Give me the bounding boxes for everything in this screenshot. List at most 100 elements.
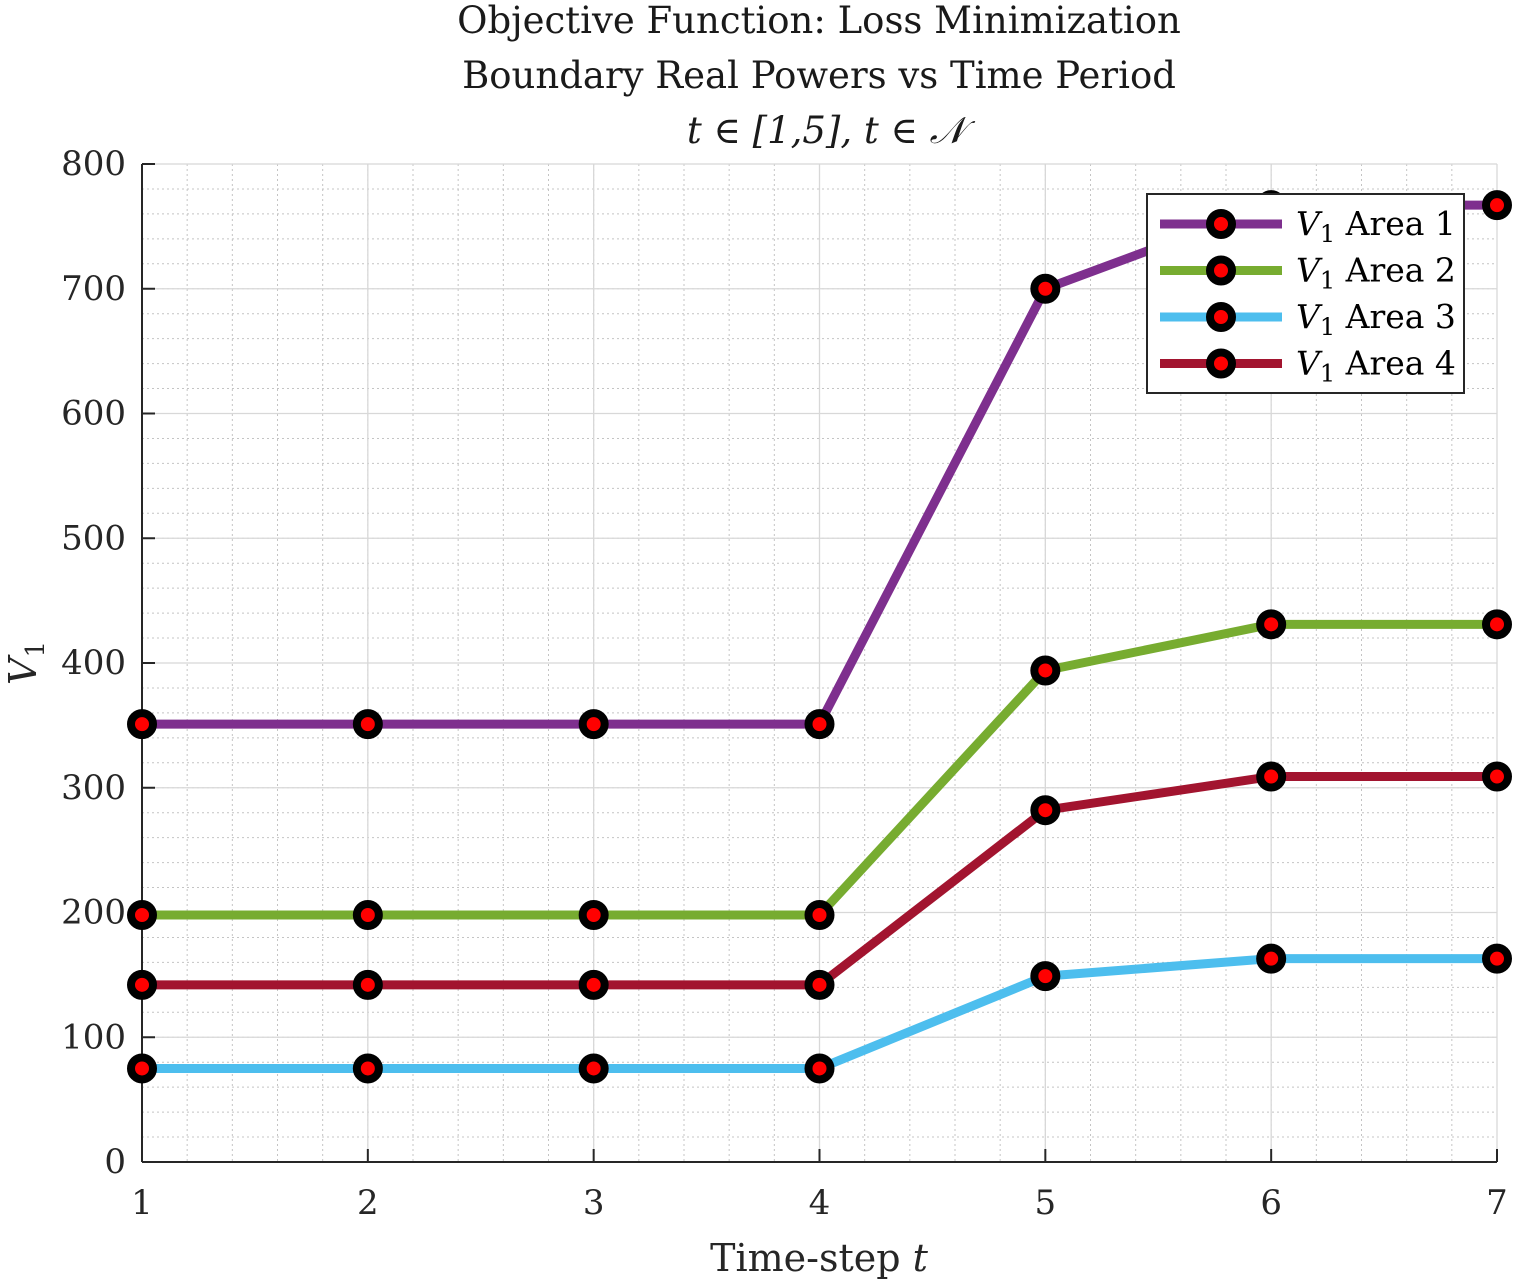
data-point-area-2 xyxy=(1030,655,1061,686)
legend-label: V1 Area 3 xyxy=(1296,297,1456,341)
legend-label: V1 Area 2 xyxy=(1296,251,1456,295)
data-point-area-2 xyxy=(1482,609,1512,640)
y-axis-label-var: V xyxy=(1,654,45,685)
data-point-area-3 xyxy=(127,1053,157,1084)
marker-dot xyxy=(1040,805,1051,816)
legend-label: V1 Area 1 xyxy=(1296,204,1456,248)
x-tick-label: 4 xyxy=(809,1183,831,1223)
title-line-1: Objective Function: Loss Minimization xyxy=(457,0,1181,42)
x-axis-label-text: Time-step xyxy=(710,1236,913,1280)
title-line-2: Boundary Real Powers vs Time Period xyxy=(462,54,1176,97)
tick-labels: 1 2 3 4 5 6 7 0 100 200 300 400 500 600 700 800 xyxy=(61,144,1508,1223)
legend-marker-dot xyxy=(1216,358,1226,369)
x-tick-label: 5 xyxy=(1035,1183,1057,1223)
data-point-area-4 xyxy=(1482,761,1512,792)
data-point-area-1 xyxy=(1030,273,1061,304)
y-tick-label: 800 xyxy=(61,144,126,184)
legend-label-sub: 1 xyxy=(1320,267,1335,295)
marker-dot xyxy=(1492,619,1502,630)
title-line-3: t ∈ [1,5], t ∈ 𝒩 xyxy=(687,109,976,152)
legend-label-var: V xyxy=(1296,251,1323,290)
legend-label-sub: 1 xyxy=(1320,220,1335,248)
marker-dot xyxy=(1492,200,1502,211)
marker-dot xyxy=(1040,283,1051,294)
data-point-area-2 xyxy=(352,899,383,930)
y-axis-label: V1 xyxy=(1,641,51,685)
data-point-area-1 xyxy=(1482,190,1512,221)
legend-label-sub: 1 xyxy=(1320,313,1335,341)
legend-marker-dot xyxy=(1216,312,1226,322)
marker-dot xyxy=(137,979,147,990)
legend-marker-dot xyxy=(1216,219,1226,229)
data-point-area-2 xyxy=(804,899,835,930)
legend-label-var: V xyxy=(1296,344,1323,383)
data-point-area-1 xyxy=(578,709,609,740)
data-point-area-1 xyxy=(127,709,157,740)
legend: V1 Area 1V1 Area 2V1 Area 3V1 Area 4 xyxy=(1146,193,1465,394)
legend-label-text: Area 3 xyxy=(1335,297,1456,336)
data-point-area-1 xyxy=(804,709,835,740)
legend-entry-area-3: V1 Area 3 xyxy=(1160,297,1456,341)
data-point-area-4 xyxy=(1030,795,1061,826)
marker-dot xyxy=(362,719,373,730)
marker-dot xyxy=(814,719,825,730)
y-tick-label: 700 xyxy=(61,269,126,309)
marker-dot xyxy=(1492,771,1502,782)
y-tick-label: 0 xyxy=(104,1142,126,1182)
data-point-area-3 xyxy=(578,1053,609,1084)
marker-dot xyxy=(362,909,373,920)
data-point-area-3 xyxy=(1482,943,1512,974)
marker-dot xyxy=(137,1063,147,1074)
marker-dot xyxy=(588,909,599,920)
marker-dot xyxy=(1040,971,1051,982)
marker-dot xyxy=(1266,619,1277,630)
y-tick-label: 600 xyxy=(61,394,126,434)
data-point-area-3 xyxy=(1030,961,1061,992)
data-point-area-2 xyxy=(127,899,157,930)
data-point-area-3 xyxy=(352,1053,383,1084)
y-axis-label-sub: 1 xyxy=(21,641,51,658)
legend-entry-area-2: V1 Area 2 xyxy=(1160,251,1456,295)
chart-title: Objective Function: Loss Minimization Bo… xyxy=(457,0,1181,152)
data-point-area-3 xyxy=(1256,943,1287,974)
marker-dot xyxy=(137,719,147,730)
data-point-area-3 xyxy=(804,1053,835,1084)
data-point-area-2 xyxy=(1256,609,1287,640)
legend-label-sub: 1 xyxy=(1320,360,1335,388)
marker-dot xyxy=(1492,953,1502,964)
x-tick-label: 6 xyxy=(1260,1183,1282,1223)
y-tick-label: 400 xyxy=(61,643,126,683)
y-tick-label: 100 xyxy=(61,1017,126,1057)
marker-dot xyxy=(588,1063,599,1074)
x-axis-label-var: t xyxy=(913,1236,929,1280)
marker-dot xyxy=(814,909,825,920)
marker-dot xyxy=(588,719,599,730)
data-point-area-4 xyxy=(1256,761,1287,792)
legend-label-text: Area 4 xyxy=(1335,344,1456,383)
data-point-area-4 xyxy=(578,969,609,1000)
legend-label-text: Area 2 xyxy=(1335,251,1456,290)
marker-dot xyxy=(1266,771,1277,782)
data-point-area-4 xyxy=(352,969,383,1000)
marker-dot xyxy=(588,979,599,990)
legend-label: V1 Area 4 xyxy=(1296,344,1456,388)
data-point-area-4 xyxy=(804,969,835,1000)
legend-marker-dot xyxy=(1216,265,1226,276)
x-tick-label: 3 xyxy=(583,1183,605,1223)
data-point-area-4 xyxy=(127,969,157,1000)
marker-dot xyxy=(1040,665,1051,676)
y-tick-label: 300 xyxy=(61,768,126,808)
x-tick-label: 2 xyxy=(357,1183,379,1223)
x-tick-label: 1 xyxy=(131,1183,153,1223)
marker-dot xyxy=(814,1063,825,1074)
legend-label-text: Area 1 xyxy=(1335,204,1456,243)
marker-dot xyxy=(362,979,373,990)
x-axis-label: Time-step t xyxy=(710,1236,929,1280)
legend-label-var: V xyxy=(1296,297,1323,336)
marker-dot xyxy=(137,909,147,920)
y-tick-label: 500 xyxy=(61,518,126,558)
marker-dot xyxy=(362,1063,373,1074)
data-point-area-2 xyxy=(578,899,609,930)
marker-dot xyxy=(814,979,825,990)
